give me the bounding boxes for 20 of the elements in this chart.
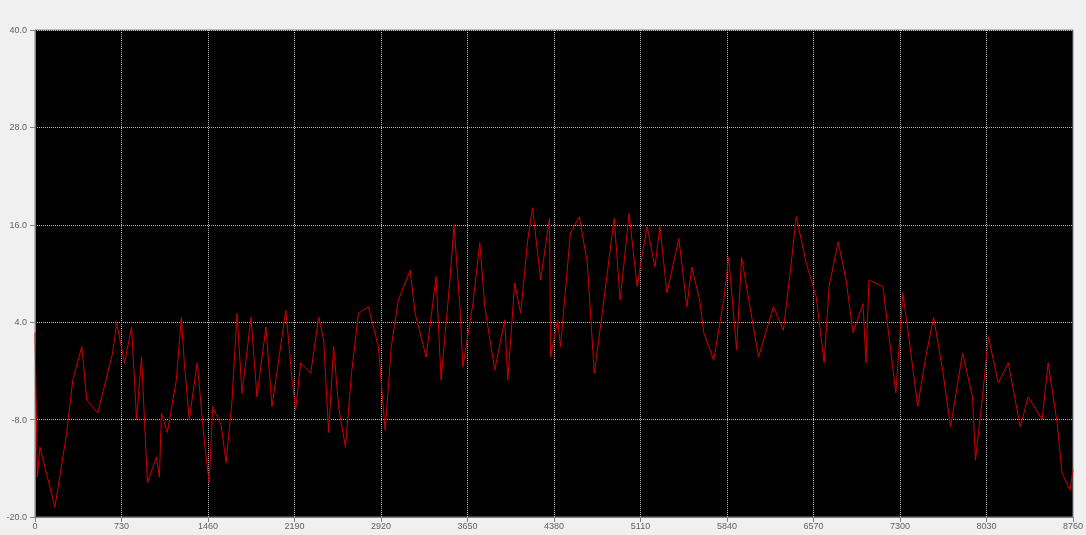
x-tick-label: 2190 [284,520,305,531]
line-series [34,207,1074,508]
y-tick-label: -8.0 [11,414,27,425]
x-tick-label: 3650 [457,520,478,531]
x-tick-label: 2920 [370,520,392,531]
y-tick-label: 40.0 [9,25,27,35]
y-tick-label: 4.0 [14,317,27,328]
x-tick-label: 8030 [976,520,997,531]
x-tick-label: 1460 [197,520,219,531]
x-tick-label: 8760 [1062,520,1083,531]
x-tick-label: 5840 [716,520,738,531]
y-tick-label: 28.0 [9,122,27,133]
x-tick-label: 6570 [803,520,824,531]
x-tick-label: 0 [32,520,38,531]
x-tick-label: 5110 [630,520,651,531]
x-tick-label: 730 [113,520,130,531]
x-tick-label: 7300 [889,520,911,531]
y-tick-label: -20.0 [6,512,27,522]
x-tick-label: 4380 [543,520,565,531]
y-tick-label: 16.0 [9,219,27,230]
